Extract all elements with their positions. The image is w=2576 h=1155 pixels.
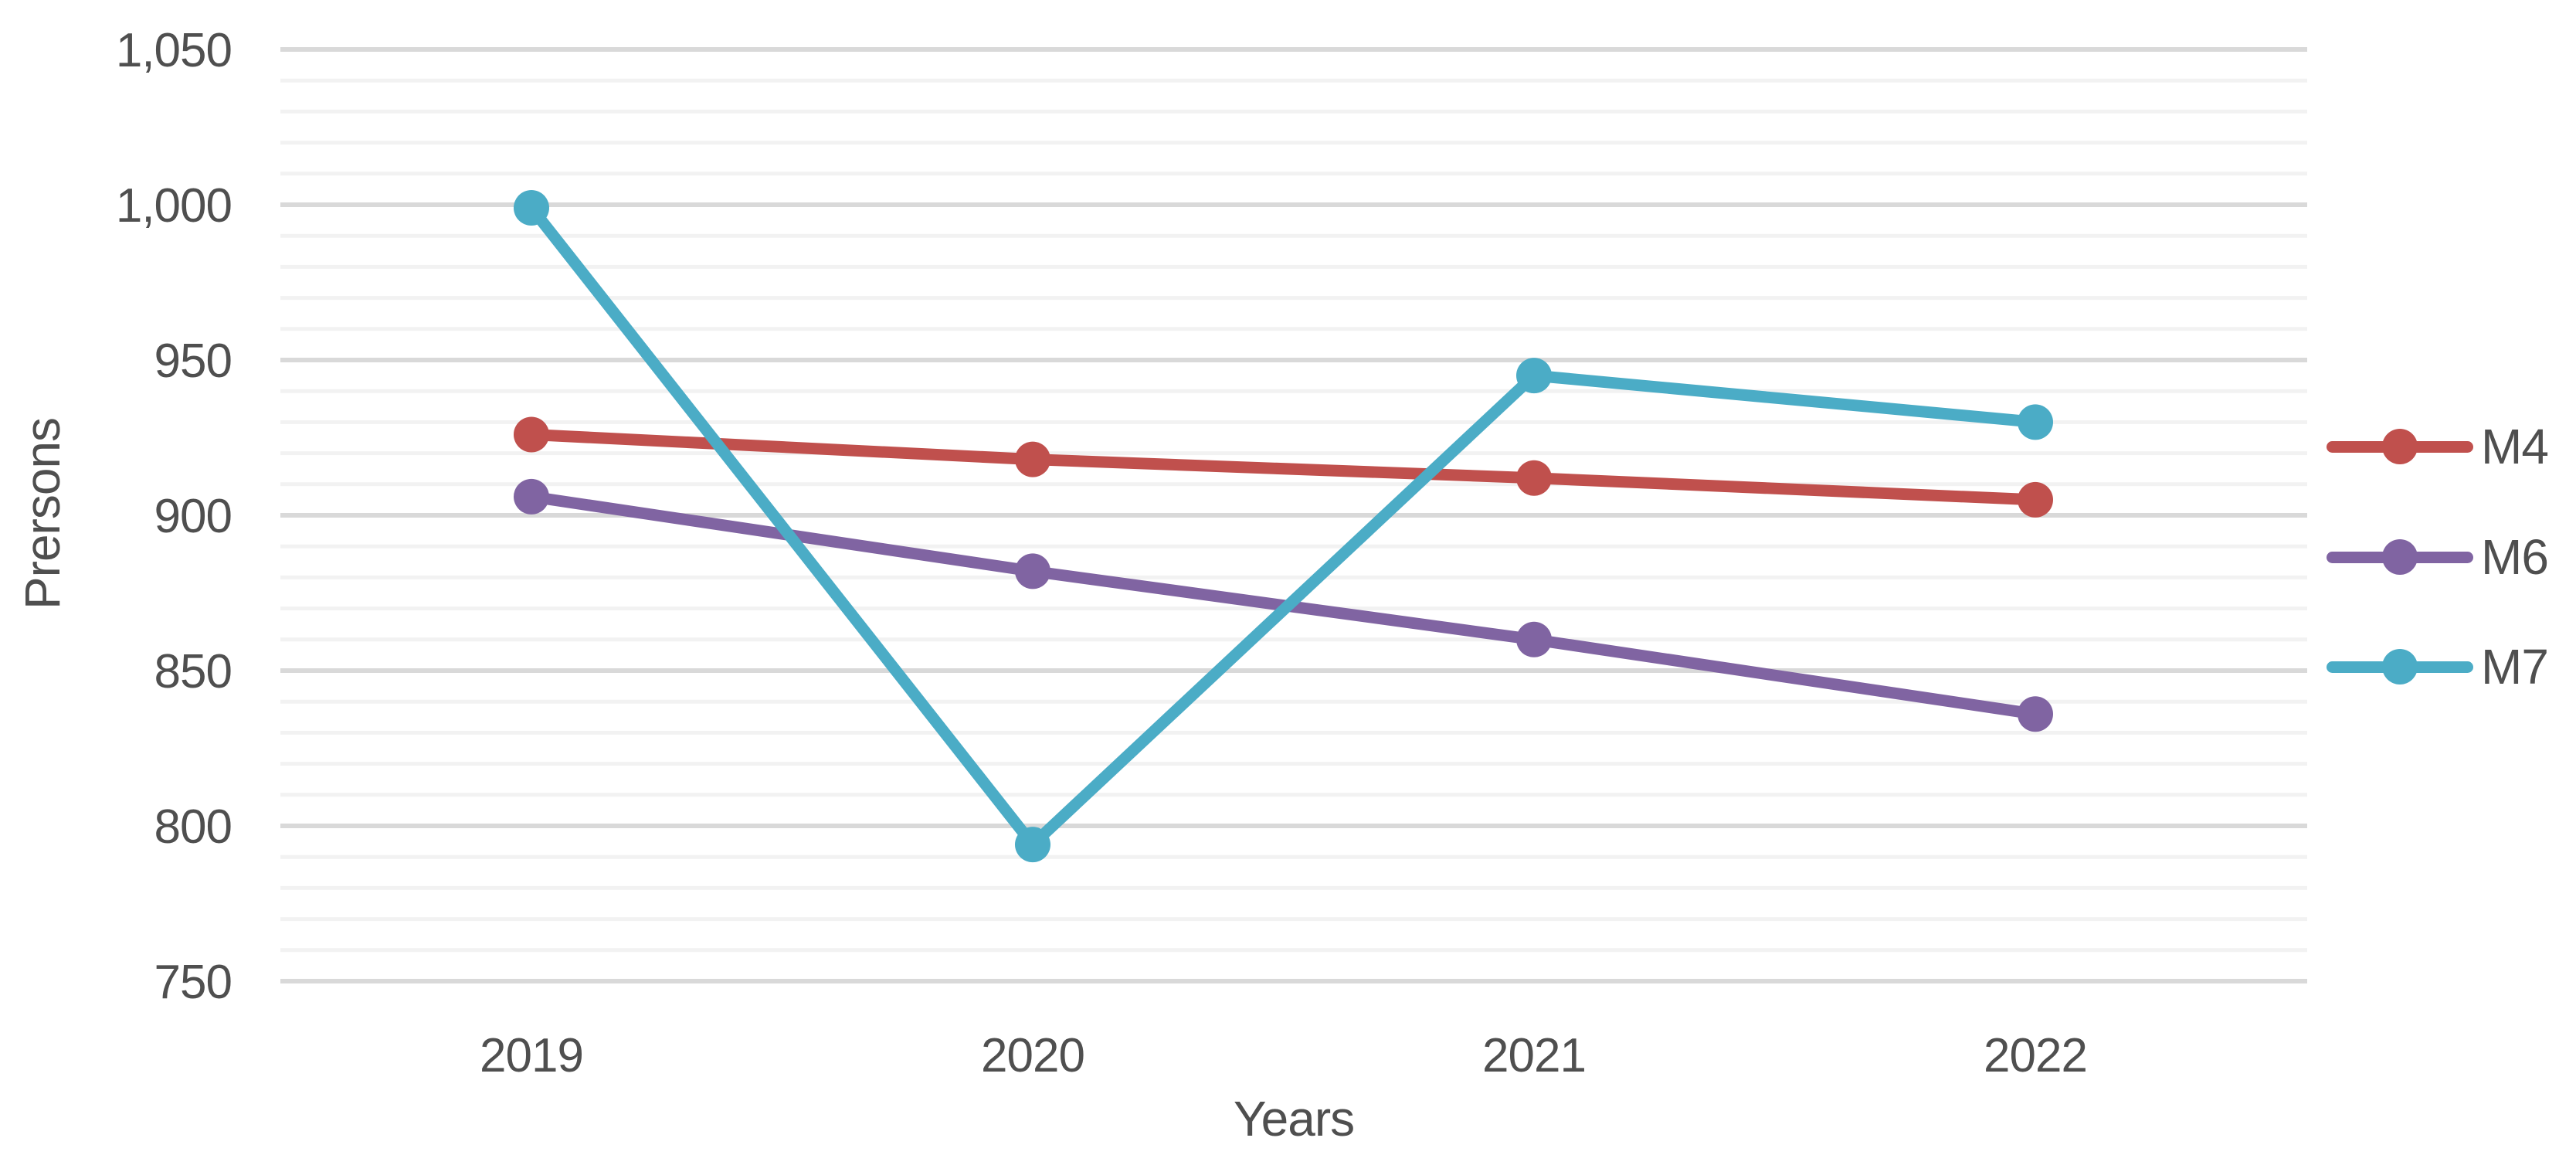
legend-item-M4: M4 xyxy=(2327,419,2549,474)
legend-marker-dot xyxy=(2382,649,2418,685)
y-tick-label: 950 xyxy=(154,335,232,388)
legend-item-M6: M6 xyxy=(2327,529,2549,585)
x-axis-title: Years xyxy=(1233,1091,1355,1147)
data-point-M7-2021 xyxy=(1516,358,1552,394)
legend-label: M7 xyxy=(2481,639,2549,695)
data-point-M7-2022 xyxy=(2018,404,2053,440)
legend-marker-dot xyxy=(2382,539,2418,575)
series-line-M4 xyxy=(525,428,2041,506)
x-tick-label: 2019 xyxy=(480,1029,583,1082)
data-point-M4-2019 xyxy=(514,416,549,453)
y-tick-label: 900 xyxy=(154,490,232,543)
y-tick-label: 1,000 xyxy=(116,179,232,233)
legend-marker-line xyxy=(2327,539,2473,575)
series-line-M7 xyxy=(525,202,2041,851)
data-point-M6-2019 xyxy=(514,478,549,515)
y-axis-title: Prersons xyxy=(15,417,70,610)
legend-label: M6 xyxy=(2481,529,2549,585)
data-point-M4-2020 xyxy=(1015,441,1050,477)
data-point-M4-2021 xyxy=(1516,460,1552,496)
data-point-M6-2020 xyxy=(1015,553,1050,589)
data-point-M6-2022 xyxy=(2018,696,2053,732)
y-tick-label: 750 xyxy=(154,956,232,1009)
y-tick-label: 800 xyxy=(154,800,232,854)
data-point-M6-2021 xyxy=(1516,621,1552,657)
y-tick-label: 1,050 xyxy=(116,24,232,77)
x-tick-label: 2021 xyxy=(1482,1029,1586,1082)
legend-marker-dot xyxy=(2382,429,2418,464)
x-tick-label: 2020 xyxy=(981,1029,1084,1082)
data-point-M7-2019 xyxy=(514,190,549,226)
x-tick-label: 2022 xyxy=(1984,1029,2087,1082)
legend-marker-line xyxy=(2327,649,2473,685)
legend-marker-line xyxy=(2327,429,2473,464)
y-tick-label: 850 xyxy=(154,645,232,698)
legend-item-M7: M7 xyxy=(2327,639,2549,695)
legend-label: M4 xyxy=(2481,419,2549,474)
data-point-M7-2020 xyxy=(1015,827,1050,863)
data-point-M4-2022 xyxy=(2018,481,2053,518)
